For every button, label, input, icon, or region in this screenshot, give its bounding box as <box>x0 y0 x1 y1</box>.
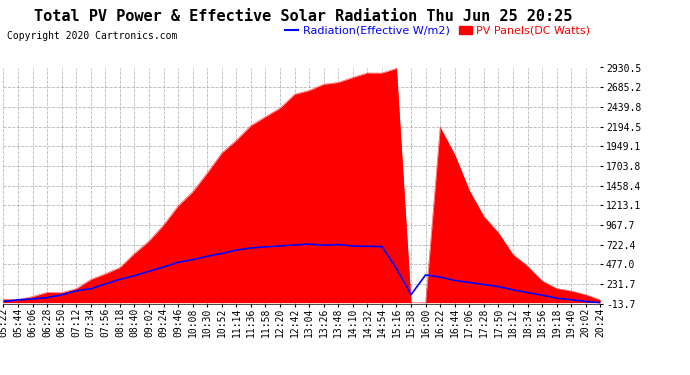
Text: Total PV Power & Effective Solar Radiation Thu Jun 25 20:25: Total PV Power & Effective Solar Radiati… <box>34 9 573 24</box>
Text: Copyright 2020 Cartronics.com: Copyright 2020 Cartronics.com <box>7 31 177 41</box>
Legend: Radiation(Effective W/m2), PV Panels(DC Watts): Radiation(Effective W/m2), PV Panels(DC … <box>281 21 595 40</box>
